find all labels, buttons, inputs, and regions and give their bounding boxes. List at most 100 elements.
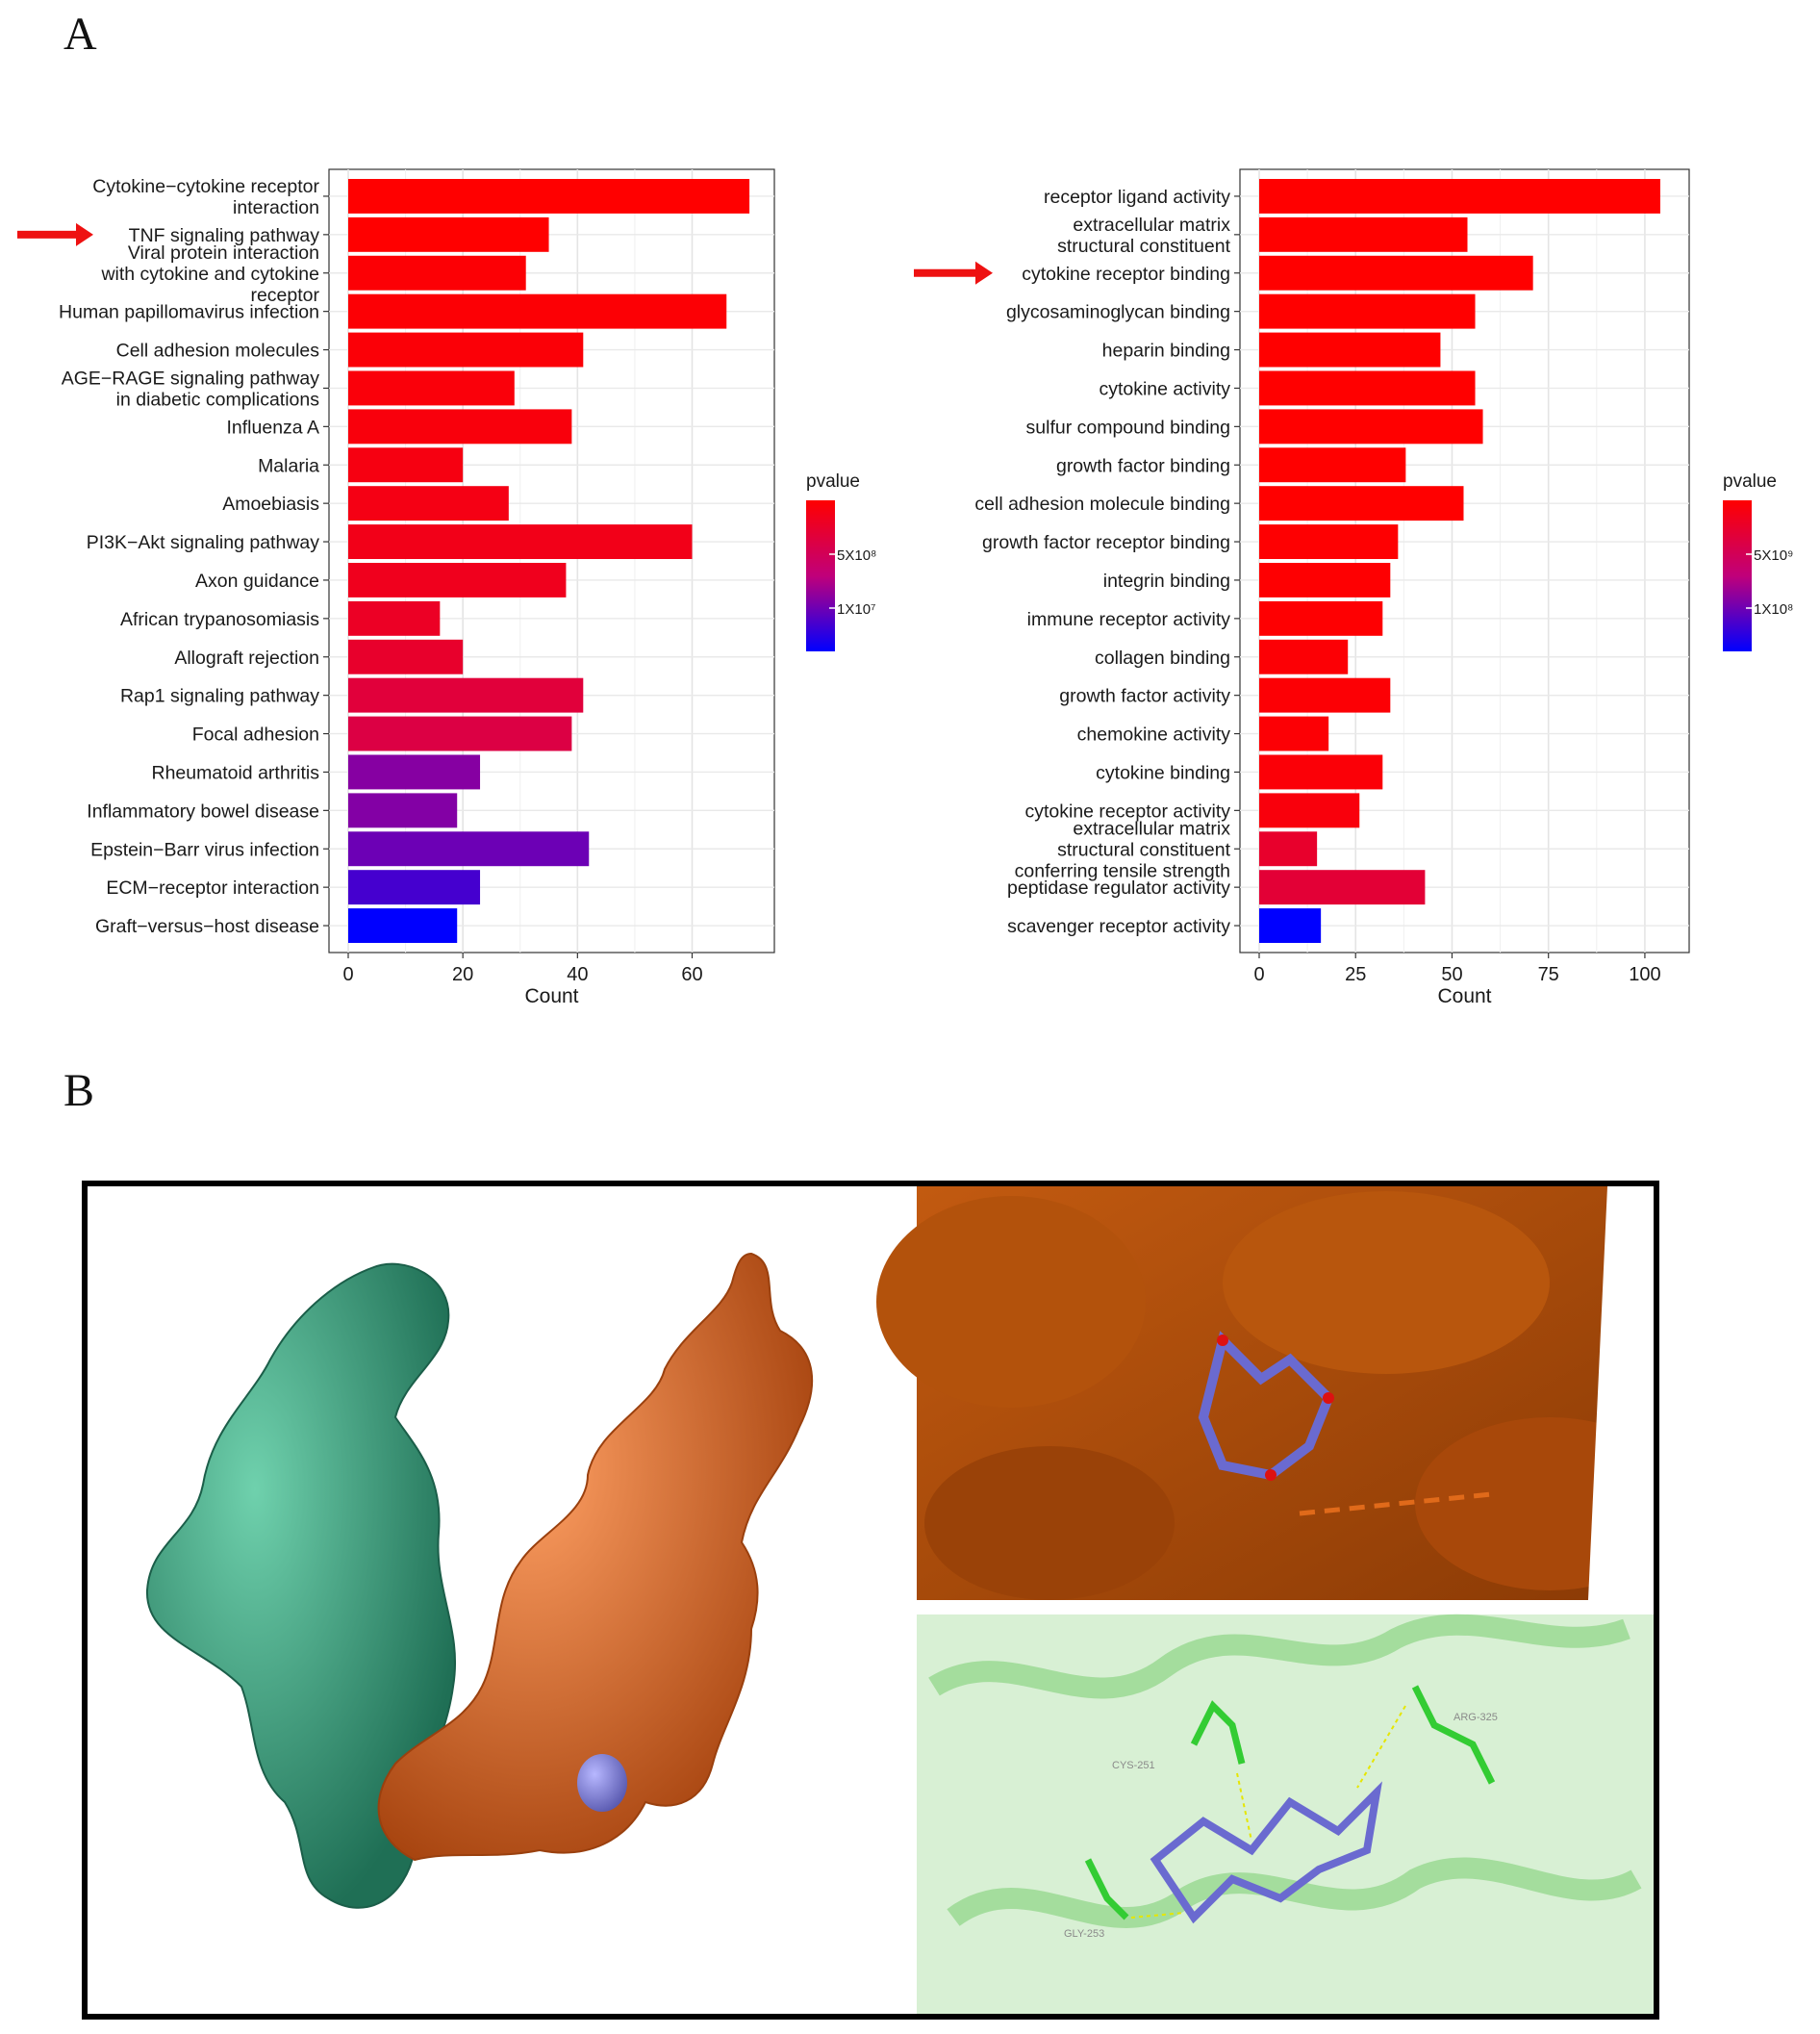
- bar: [348, 216, 549, 252]
- bar: [1259, 870, 1426, 905]
- y-tick-label: cytokine activity: [1099, 378, 1230, 399]
- legend-tick-label: 5X10⁹: [1754, 547, 1793, 564]
- bar: [348, 409, 572, 445]
- y-tick-label: Focal adhesion: [192, 725, 319, 746]
- bar: [348, 524, 693, 560]
- bar: [1259, 793, 1360, 828]
- bar: [348, 293, 727, 329]
- y-tick-label: PI3K−Akt signaling pathway: [87, 532, 320, 553]
- bar: [1259, 332, 1441, 368]
- bar: [1259, 447, 1406, 483]
- bar: [348, 562, 567, 597]
- x-axis-label: Count: [1437, 985, 1491, 1007]
- y-tick-label: Allograft rejection: [174, 648, 319, 669]
- y-tick-label: integrin binding: [1103, 571, 1230, 592]
- y-tick-label: ECM−receptor interaction: [106, 877, 319, 899]
- bar: [348, 600, 441, 636]
- x-axis-label: Count: [524, 985, 578, 1007]
- y-tick-label: cell adhesion molecule binding: [974, 494, 1230, 515]
- y-tick-label: glycosaminoglycan binding: [1006, 302, 1230, 323]
- binding-pocket-surface-image: [876, 1186, 1684, 1600]
- bar: [1259, 908, 1322, 944]
- bar: [348, 255, 526, 291]
- chain-b-protein: [377, 1252, 814, 1862]
- bar: [1259, 255, 1533, 291]
- highlight-arrow: [914, 261, 993, 285]
- bar: [348, 677, 584, 713]
- bar: [1259, 562, 1391, 597]
- y-tick-label: Inflammatory bowel disease: [87, 801, 319, 822]
- legend-tick-label: 5X10⁸: [837, 547, 876, 564]
- y-tick-label: growth factor activity: [1059, 686, 1230, 707]
- ligand-sphere: [577, 1754, 627, 1812]
- bar: [1259, 639, 1349, 674]
- x-tick-label: 60: [681, 964, 702, 985]
- y-tick-label: AGE−RAGE signaling pathway in diabetic co…: [62, 368, 320, 410]
- legend-title: pvalue: [1723, 471, 1777, 492]
- x-tick-label: 40: [567, 964, 588, 985]
- bar: [348, 716, 572, 751]
- bar-charts: Cytokine−cytokine receptor interaction TNF…: [17, 168, 1793, 1007]
- y-tick-label: Amoebiasis: [222, 494, 319, 515]
- legend-tick-label: 1X10⁸: [1754, 601, 1793, 618]
- y-tick-label: Axon guidance: [195, 571, 319, 592]
- bar: [1259, 486, 1464, 521]
- bar: [348, 754, 481, 790]
- bar: [348, 447, 464, 483]
- y-tick-label: Epstein−Barr virus infection: [90, 839, 319, 860]
- docking-illustrations: ARG-325 CYS-251 GLY-253: [145, 1186, 1684, 2014]
- y-tick-label: cytokine binding: [1096, 762, 1230, 783]
- x-tick-label: 100: [1629, 964, 1660, 985]
- y-tick-label: immune receptor activity: [1027, 609, 1231, 630]
- residue-label: GLY-253: [1064, 1928, 1104, 1940]
- y-tick-label: African trypanosomiasis: [120, 609, 319, 630]
- bar: [348, 908, 458, 944]
- y-tick-label: TNF signaling pathway: [129, 225, 320, 246]
- kegg-bar-chart: Cytokine−cytokine receptor interaction TNF…: [17, 168, 876, 1007]
- legend-colorbar: [806, 500, 835, 651]
- y-tick-label: extracellular matrix structural constitue…: [1015, 818, 1231, 881]
- residue-label: CYS-251: [1112, 1760, 1155, 1771]
- bar: [1259, 831, 1318, 867]
- x-tick-label: 20: [452, 964, 473, 985]
- x-tick-label: 50: [1441, 964, 1462, 985]
- go-bar-chart: receptor ligand activity extracellular ma…: [914, 168, 1793, 1007]
- bar: [348, 370, 515, 406]
- y-tick-label: heparin binding: [1102, 341, 1230, 362]
- protein-complex-image: [145, 1252, 814, 1909]
- y-tick-label: growth factor receptor binding: [982, 532, 1230, 553]
- bar: [348, 178, 750, 214]
- y-tick-label: Human papillomavirus infection: [59, 302, 319, 323]
- bar: [348, 639, 464, 674]
- legend-tick-label: 1X10⁷: [837, 601, 875, 618]
- x-tick-label: 25: [1345, 964, 1366, 985]
- y-tick-label: collagen binding: [1095, 648, 1230, 669]
- y-tick-label: receptor ligand activity: [1044, 187, 1230, 208]
- molecular-docking-panel: ARG-325 CYS-251 GLY-253: [82, 1181, 1684, 2020]
- bar: [348, 831, 590, 867]
- y-tick-label: growth factor binding: [1056, 455, 1230, 476]
- bar: [1259, 409, 1483, 445]
- y-tick-label: Graft−versus−host disease: [95, 916, 319, 937]
- bar: [1259, 370, 1476, 406]
- bar: [1259, 293, 1476, 329]
- bar: [1259, 677, 1391, 713]
- y-tick-label: Rheumatoid arthritis: [152, 762, 320, 783]
- panel-label-a: A: [63, 9, 97, 60]
- x-tick-label: 0: [1253, 964, 1264, 985]
- panel-label-b: B: [63, 1065, 95, 1116]
- bar: [1259, 216, 1468, 252]
- y-tick-label: sulfur compound binding: [1026, 417, 1230, 438]
- y-tick-label: Cytokine−cytokine receptor interaction: [92, 176, 319, 218]
- y-tick-label: Rap1 signaling pathway: [120, 686, 319, 707]
- bar: [348, 332, 584, 368]
- highlight-arrow: [17, 222, 93, 246]
- y-tick-label: Influenza A: [227, 417, 320, 438]
- y-tick-label: cytokine receptor activity: [1024, 801, 1230, 822]
- bar: [1259, 600, 1383, 636]
- y-tick-label: peptidase regulator activity: [1007, 877, 1230, 899]
- y-tick-label: cytokine receptor binding: [1022, 264, 1230, 285]
- x-tick-label: 75: [1538, 964, 1559, 985]
- bar: [1259, 716, 1329, 751]
- ligand-interaction-image: ARG-325 CYS-251 GLY-253: [917, 1614, 1654, 2014]
